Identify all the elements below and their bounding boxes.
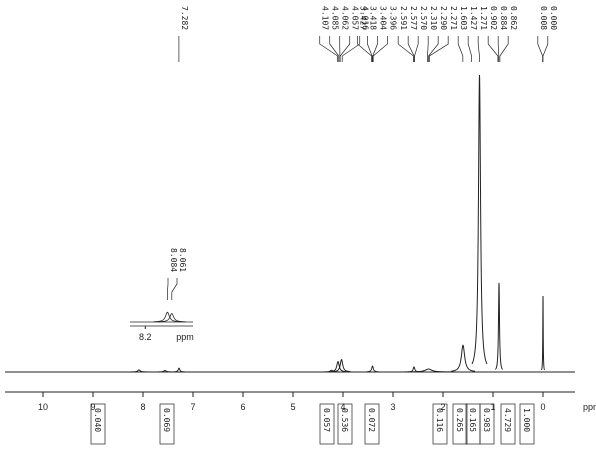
integral-label: 0.265 (455, 408, 464, 432)
peak-label: 4.057 (351, 6, 360, 30)
integral-bracket (319, 403, 335, 445)
integral-label: 1.000 (522, 408, 531, 432)
peak-label: 1.271 (479, 6, 488, 30)
peak-label-leader (329, 36, 340, 62)
peak (332, 358, 351, 373)
integral-label: 0.069 (162, 408, 171, 432)
peak-label-leader (319, 36, 338, 62)
peak-label: 3.427 (358, 6, 367, 30)
peak-label-leader (429, 36, 449, 62)
x-tick-label: 2 (440, 402, 445, 412)
x-tick-label: 8 (140, 402, 145, 412)
integral-label: 0.983 (482, 408, 491, 432)
peak-label-leader (428, 36, 439, 62)
peak-label: 1.427 (469, 6, 478, 30)
x-tick-label: 3 (390, 402, 395, 412)
peak (404, 368, 453, 373)
peak-label: 3.404 (378, 6, 387, 30)
peak-label-leader (367, 36, 373, 62)
peak-label: 0.884 (499, 6, 508, 30)
integral-bracket (364, 403, 380, 445)
x-tick-label: 4 (340, 402, 345, 412)
x-tick-label: 1 (490, 402, 495, 412)
peak-label-leader (467, 36, 472, 62)
peak-label-leader (397, 36, 414, 62)
x-tick-label: 7 (190, 402, 195, 412)
peak-label-leader (339, 36, 351, 62)
integral-bracket (90, 403, 106, 445)
peak-label: 0.902 (489, 6, 498, 30)
peak-label: 2.290 (439, 6, 448, 30)
peak-label: 0.862 (509, 6, 518, 30)
peak (366, 365, 379, 373)
integral-bracket (479, 403, 495, 445)
peak-label-leader (414, 36, 419, 62)
peak-label: 0.000 (549, 6, 558, 30)
x-tick-label: 9 (90, 402, 95, 412)
peak (450, 344, 476, 372)
peak-label-leader (357, 36, 372, 62)
peak-label: 7.282 (180, 6, 189, 30)
peak (541, 295, 545, 371)
inset-leader (171, 278, 178, 300)
x-tick-label: 6 (240, 402, 245, 412)
peak-label-leader (341, 36, 361, 62)
peak (471, 74, 488, 365)
peak-label: 4.107 (321, 6, 330, 30)
peak-label-leader (537, 36, 543, 62)
peak-label: 4.016 (361, 6, 370, 30)
peak-label-leader (499, 36, 509, 62)
peak-label-leader (457, 36, 464, 62)
integral-label: 0.165 (468, 408, 477, 432)
peak-label: 3.396 (388, 6, 397, 30)
integral-bracket (500, 403, 516, 445)
peak-label: 2.310 (429, 6, 438, 30)
peak (328, 361, 348, 373)
peak (130, 369, 148, 373)
inset-leader (167, 278, 169, 300)
integral-label: 0.072 (367, 408, 376, 432)
peak (172, 367, 186, 373)
inset-axis-label: ppm (176, 332, 194, 342)
inset-peak-label: 8.084 (169, 248, 178, 272)
peak (156, 370, 174, 373)
peak-label: 2.577 (409, 6, 418, 30)
integral-label: 4.729 (503, 408, 512, 432)
peak-label-leader (372, 36, 378, 62)
peak-label: 4.062 (341, 6, 350, 30)
inset-tick-label: 8.2 (139, 332, 152, 342)
peak-label: 4.085 (331, 6, 340, 30)
peak-label: 0.008 (539, 6, 548, 30)
peak-label: 2.271 (449, 6, 458, 30)
integral-label: 0.116 (435, 408, 444, 432)
integral-label: 0.057 (322, 408, 331, 432)
peak (322, 369, 341, 373)
peak (495, 282, 503, 370)
integral-label: 0.536 (340, 408, 349, 432)
peak-label-leader (542, 36, 549, 62)
x-tick-label: 10 (38, 402, 48, 412)
inset-peak (158, 313, 186, 323)
peak-label-leader (427, 36, 429, 62)
integral-bracket (519, 403, 535, 445)
integral-bracket (159, 403, 175, 445)
x-axis-label: ppm (583, 402, 596, 412)
peak-label-leader (497, 36, 500, 62)
inset-peak-label: 8.061 (178, 248, 187, 272)
integral-bracket (337, 403, 353, 445)
x-tick-label: 0 (540, 402, 545, 412)
integral-bracket (452, 403, 468, 445)
peak-label-leader (487, 36, 499, 62)
peak-label-leader (372, 36, 388, 62)
peak-label: 3.418 (368, 6, 377, 30)
peak-label: 1.603 (459, 6, 468, 30)
integral-label: 0.040 (93, 408, 102, 432)
peak-label: 2.570 (419, 6, 428, 30)
peak-label: 2.591 (399, 6, 408, 30)
x-tick-label: 5 (290, 402, 295, 412)
integral-bracket (432, 403, 448, 445)
peak-label-leader (477, 36, 480, 62)
